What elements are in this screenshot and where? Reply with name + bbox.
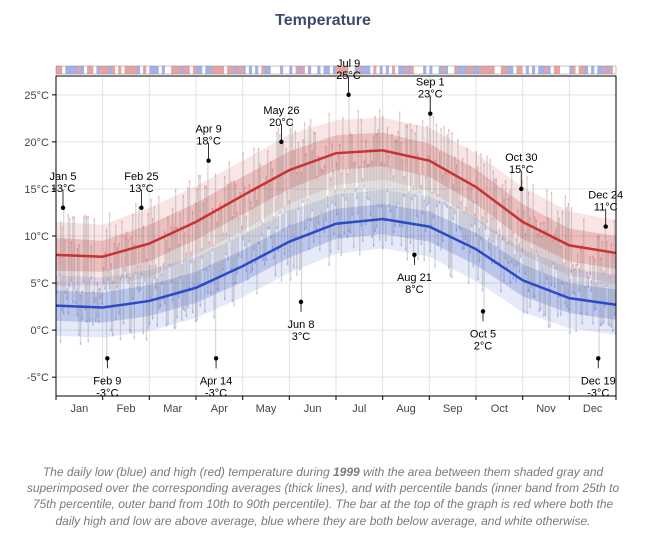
svg-text:Oct 30: Oct 30 [505,152,537,164]
svg-text:25°C: 25°C [24,90,49,102]
svg-text:Apr: Apr [211,403,228,415]
svg-text:0°C: 0°C [31,325,50,337]
svg-text:18°C: 18°C [196,136,221,148]
svg-text:Jul 9: Jul 9 [337,58,360,70]
svg-text:11°C: 11°C [594,202,618,214]
svg-text:Oct 5: Oct 5 [470,328,496,340]
svg-text:25°C: 25°C [336,70,361,82]
svg-text:May: May [256,403,277,415]
svg-text:-3°C: -3°C [96,387,118,399]
svg-text:13°C: 13°C [51,183,76,195]
svg-text:-3°C: -3°C [205,387,227,399]
svg-text:Dec 24: Dec 24 [588,190,623,202]
svg-text:15°C: 15°C [509,164,534,176]
svg-text:23°C: 23°C [418,89,443,101]
svg-text:2°C: 2°C [474,340,493,352]
svg-text:Feb 25: Feb 25 [124,171,158,183]
svg-text:15°C: 15°C [24,184,49,196]
svg-text:Apr 14: Apr 14 [200,375,232,387]
chart-caption: The daily low (blue) and high (red) temp… [0,456,646,543]
svg-text:8°C: 8°C [405,284,424,296]
svg-text:-3°C: -3°C [587,387,609,399]
svg-text:10°C: 10°C [24,231,49,243]
svg-text:-5°C: -5°C [27,372,49,384]
svg-text:3°C: 3°C [292,331,311,343]
svg-text:Jul: Jul [352,403,366,415]
svg-text:Sep: Sep [443,403,463,415]
chart-title: Temperature [0,0,646,36]
svg-text:13°C: 13°C [129,183,154,195]
svg-text:Aug 21: Aug 21 [397,272,432,284]
svg-text:Apr 9: Apr 9 [195,124,221,136]
svg-text:Dec: Dec [583,403,603,415]
svg-text:Feb: Feb [117,403,136,415]
svg-text:Jan: Jan [70,403,88,415]
svg-text:5°C: 5°C [31,278,50,290]
svg-text:Jun 8: Jun 8 [288,319,315,331]
svg-text:20°C: 20°C [269,117,294,129]
svg-text:Nov: Nov [536,403,556,415]
svg-text:Aug: Aug [396,403,416,415]
chart-canvas: -5°C 0°C 5°C 10°C 15°C 20°C 25°C Jan Feb Mar Apr Ma… [0,36,646,456]
svg-text:Jan 5: Jan 5 [50,171,77,183]
svg-text:Mar: Mar [163,403,182,415]
svg-text:Oct: Oct [491,403,508,415]
svg-text:May 26: May 26 [263,105,299,117]
svg-text:Jun: Jun [304,403,322,415]
svg-text:Sep 1: Sep 1 [416,77,445,89]
svg-text:Dec 19: Dec 19 [581,375,616,387]
svg-text:Feb 9: Feb 9 [93,375,121,387]
svg-text:20°C: 20°C [24,137,49,149]
